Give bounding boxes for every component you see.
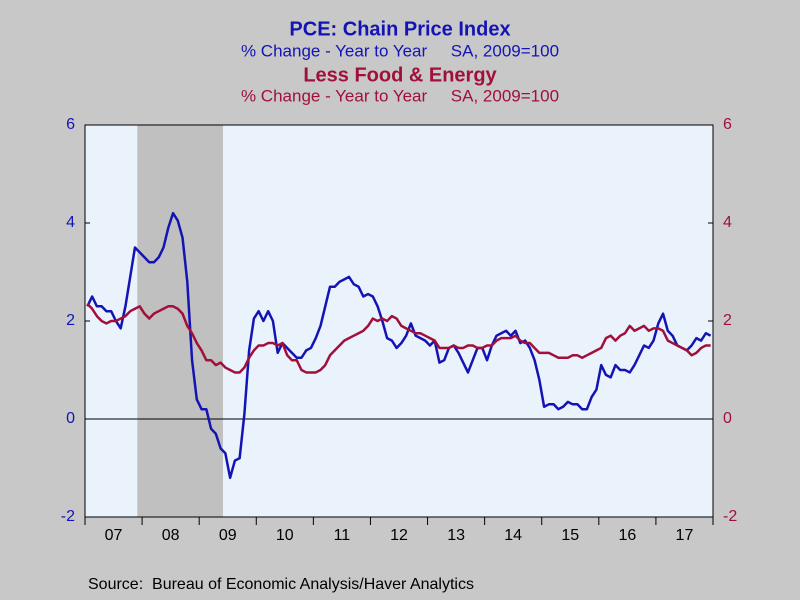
x-tick-label: 11	[334, 527, 351, 544]
recession-shade	[137, 125, 223, 517]
y-tick-label: 4	[66, 214, 75, 231]
y2-tick-label: 6	[723, 116, 732, 133]
y2-tick-label: 4	[723, 214, 732, 231]
x-tick-label: 15	[561, 527, 579, 544]
y2-tick-label: 0	[723, 410, 732, 427]
x-tick-label: 10	[276, 527, 294, 544]
series-title: Less Food & Energy	[303, 64, 497, 86]
series-line	[86, 302, 711, 374]
x-tick-label: 09	[219, 527, 237, 544]
x-tick-label: 07	[105, 527, 123, 544]
y-tick-label: -2	[61, 508, 75, 525]
x-tick-label: 17	[676, 527, 694, 544]
series-title: PCE: Chain Price Index	[289, 18, 510, 40]
series-subtitle: % Change - Year to Year SA, 2009=100	[241, 41, 559, 60]
series-subtitle: % Change - Year to Year SA, 2009=100	[241, 86, 559, 105]
x-tick-label: 08	[162, 527, 180, 544]
series-line	[86, 211, 712, 480]
x-tick-label: 13	[447, 527, 465, 544]
y-tick-label: 2	[66, 312, 75, 329]
source-note: Source: Bureau of Economic Analysis/Have…	[88, 576, 474, 593]
y2-tick-label: 2	[723, 312, 732, 329]
y-tick-label: 6	[66, 116, 75, 133]
x-tick-label: 16	[618, 527, 636, 544]
y2-tick-label: -2	[723, 508, 737, 525]
x-tick-label: 12	[390, 527, 408, 544]
x-tick-label: 14	[504, 527, 522, 544]
y-tick-label: 0	[66, 410, 75, 427]
